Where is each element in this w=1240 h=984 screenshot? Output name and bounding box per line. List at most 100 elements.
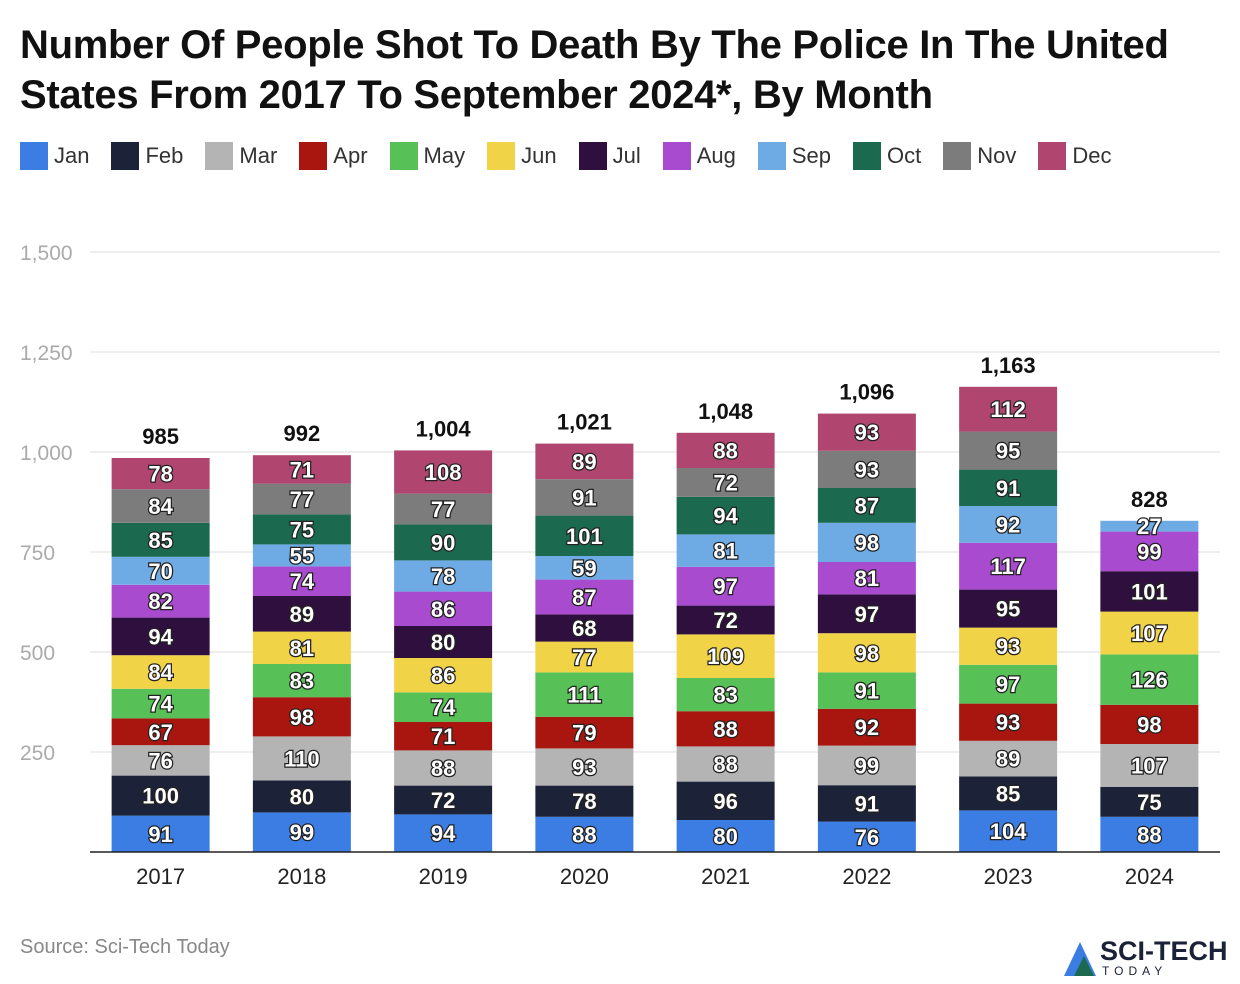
data-label: 85 xyxy=(996,781,1020,806)
data-label: 91 xyxy=(855,679,879,704)
data-label: 88 xyxy=(713,717,737,742)
bar-segment-jan xyxy=(394,814,493,852)
bar-segment-jun xyxy=(535,641,634,673)
data-label: 81 xyxy=(290,636,314,661)
bar-segment-oct xyxy=(959,469,1058,506)
bar-segment-sep xyxy=(1100,520,1199,532)
data-label: 91 xyxy=(572,485,596,510)
x-tick-label: 2024 xyxy=(1125,864,1174,889)
total-label: 1,021 xyxy=(557,410,612,435)
legend-item-sep: Sep xyxy=(757,142,831,170)
total-label: 1,163 xyxy=(981,353,1036,378)
legend-item-jun: Jun xyxy=(487,142,557,170)
bar-segment-jul xyxy=(252,596,351,632)
bar-segment-aug xyxy=(111,584,210,618)
bar-segment-jan xyxy=(1100,816,1199,852)
data-label: 55 xyxy=(290,543,314,568)
data-label: 93 xyxy=(855,457,879,482)
data-label: 92 xyxy=(855,715,879,740)
data-label: 87 xyxy=(572,585,596,610)
data-label: 59 xyxy=(572,556,596,581)
data-label: 94 xyxy=(431,821,456,846)
total-label: 1,004 xyxy=(416,416,472,441)
bar-segment-may xyxy=(111,688,210,719)
bar-segment-nov xyxy=(535,479,634,516)
data-label: 70 xyxy=(148,559,172,584)
bar-segment-jan xyxy=(817,821,916,852)
bar-segment-oct xyxy=(676,496,775,535)
legend-label: Aug xyxy=(696,143,736,168)
bar-segment-mar xyxy=(676,746,775,782)
bar-segment-feb xyxy=(959,776,1058,811)
data-label: 74 xyxy=(290,569,315,594)
bar-segment-aug xyxy=(252,566,351,596)
data-label: 91 xyxy=(996,476,1020,501)
bar-segment-jan xyxy=(535,816,634,852)
legend-label: Dec xyxy=(1072,143,1112,168)
data-label: 108 xyxy=(425,460,462,485)
legend-item-feb: Feb xyxy=(111,142,183,170)
data-label: 88 xyxy=(431,756,455,781)
legend-item-nov: Nov xyxy=(943,142,1016,170)
x-tick-label: 2020 xyxy=(560,864,609,889)
data-label: 95 xyxy=(996,597,1020,622)
bar-segment-dec xyxy=(959,386,1058,432)
data-label: 94 xyxy=(713,504,738,529)
bar-segment-sep xyxy=(111,556,210,585)
data-label: 97 xyxy=(855,602,879,627)
bar-segment-oct xyxy=(111,522,210,557)
data-label: 104 xyxy=(990,819,1027,844)
legend-item-apr: Apr xyxy=(299,142,368,170)
data-label: 98 xyxy=(1137,712,1161,737)
data-label: 74 xyxy=(148,692,173,717)
bar-segment-mar xyxy=(1100,744,1199,787)
logo-subtext: TODAY xyxy=(1102,964,1168,978)
data-label: 91 xyxy=(148,822,172,847)
bar-segment-nov xyxy=(111,489,210,523)
data-label: 93 xyxy=(572,755,596,780)
bar-segment-jun xyxy=(252,631,351,664)
x-tick-label: 2017 xyxy=(136,864,185,889)
legend-label: Jul xyxy=(612,143,641,168)
bar-segment-feb xyxy=(252,780,351,813)
total-label: 985 xyxy=(142,424,179,449)
bar-segment-may xyxy=(959,664,1058,704)
data-label: 77 xyxy=(572,645,596,670)
bar-segment-mar xyxy=(252,736,351,781)
legend-label: Mar xyxy=(239,143,278,168)
data-label: 78 xyxy=(431,564,455,589)
legend-item-jul: Jul xyxy=(578,142,641,170)
data-label: 83 xyxy=(713,683,737,708)
legend-label: Feb xyxy=(145,143,184,168)
legend-item-may: May xyxy=(389,142,465,170)
data-label: 71 xyxy=(431,724,455,749)
data-label: 89 xyxy=(996,747,1020,772)
data-label: 107 xyxy=(1131,753,1168,778)
bar-segment-dec xyxy=(394,450,493,494)
bar-segment-sep xyxy=(817,522,916,562)
data-label: 76 xyxy=(148,748,172,773)
bar-segment-apr xyxy=(111,718,210,746)
data-label: 67 xyxy=(148,720,172,745)
data-label: 80 xyxy=(431,630,455,655)
data-label: 80 xyxy=(713,824,737,849)
data-label: 81 xyxy=(855,566,879,591)
bar-segment-apr xyxy=(394,722,493,751)
data-label: 90 xyxy=(431,530,455,555)
data-label: 99 xyxy=(855,753,879,778)
bar-segment-oct xyxy=(252,514,351,545)
bar-segment-may xyxy=(394,692,493,722)
y-tick-label: 1,500 xyxy=(20,242,73,265)
legend-item-jan: Jan xyxy=(20,142,89,170)
bar-segment-jun xyxy=(676,634,775,678)
y-tick-label: 1,000 xyxy=(20,442,73,465)
data-label: 110 xyxy=(284,746,320,771)
y-tick-label: 500 xyxy=(20,642,55,665)
data-label: 83 xyxy=(290,669,314,694)
data-label: 107 xyxy=(1131,621,1168,646)
bar-segment-jun xyxy=(394,658,493,693)
bar-segment-apr xyxy=(676,711,775,747)
bar-segment-feb xyxy=(111,775,210,816)
data-label: 86 xyxy=(431,663,455,688)
data-label: 98 xyxy=(855,530,879,555)
